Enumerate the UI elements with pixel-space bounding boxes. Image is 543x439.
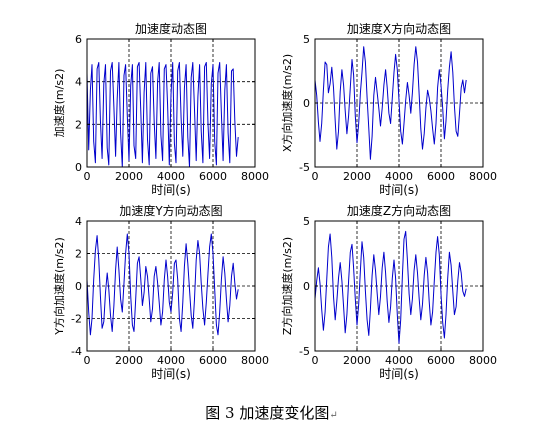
y-axis-label: X方向加速度(m/s2) <box>280 54 294 152</box>
series-line <box>314 46 467 160</box>
x-tick-label: 8000 <box>469 170 497 183</box>
x-tick-label: 6000 <box>199 354 227 367</box>
x-tick-label: 0 <box>312 170 319 183</box>
chart-title: 加速度Y方向动态图 <box>119 203 222 218</box>
y-axis-label: 加速度(m/s2) <box>52 69 66 138</box>
y-axis-label: Z方向加速度(m/s2) <box>280 237 294 335</box>
x-tick-label: 8000 <box>241 170 269 183</box>
x-tick-label: 8000 <box>469 354 497 367</box>
x-tick-label: 6000 <box>427 170 455 183</box>
y-tick-label: 4 <box>75 215 82 228</box>
series-line <box>86 62 239 168</box>
y-tick-label: 0 <box>75 161 82 174</box>
series-line <box>314 230 467 344</box>
accel-x-chart: 0 2000 4000 6000 8000-505加速度X方向动态图时间(s)X方向加速… <box>280 21 497 197</box>
x-axis-label: 时间(s) <box>379 367 419 381</box>
x-axis-label: 时间(s) <box>379 183 419 197</box>
x-tick-label: 0 <box>84 170 91 183</box>
y-tick-label: 0 <box>303 97 310 110</box>
x-tick-label: 4000 <box>157 170 185 183</box>
y-tick-label: 5 <box>303 33 310 46</box>
y-tick-label: -4 <box>71 345 82 358</box>
chart-title: 加速度动态图 <box>135 21 207 36</box>
y-tick-label: 4 <box>75 76 82 89</box>
y-tick-label: -5 <box>299 161 310 174</box>
y-tick-label: 2 <box>75 248 82 261</box>
series-line <box>86 233 239 336</box>
x-tick-label: 0 <box>84 354 91 367</box>
x-tick-label: 8000 <box>241 354 269 367</box>
y-tick-label: -5 <box>299 345 310 358</box>
x-tick-label: 2000 <box>343 170 371 183</box>
figure-caption: 图 3 加速度变化图↵ <box>0 402 543 423</box>
x-tick-label: 4000 <box>385 354 413 367</box>
x-tick-label: 6000 <box>199 170 227 183</box>
x-tick-label: 4000 <box>157 354 185 367</box>
y-tick-label: 5 <box>303 215 310 228</box>
figure-caption-text: 图 3 加速度变化图 <box>205 404 330 422</box>
y-tick-label: 0 <box>75 280 82 293</box>
x-tick-label: 2000 <box>343 354 371 367</box>
x-tick-label: 0 <box>312 354 319 367</box>
accel-z-chart: 0 2000 4000 6000 8000-505加速度Z方向动态图时间(s)Z方向加速… <box>280 203 497 381</box>
x-axis-label: 时间(s) <box>151 367 191 381</box>
chart-title: 加速度Z方向动态图 <box>347 203 451 218</box>
y-tick-label: -2 <box>71 313 82 326</box>
chart-title: 加速度X方向动态图 <box>347 21 451 36</box>
y-tick-label: 6 <box>75 33 82 46</box>
x-tick-label: 4000 <box>385 170 413 183</box>
x-tick-label: 2000 <box>115 354 143 367</box>
x-axis-label: 时间(s) <box>151 183 191 197</box>
x-tick-label: 2000 <box>115 170 143 183</box>
x-tick-label: 6000 <box>427 354 455 367</box>
paragraph-return-mark: ↵ <box>329 410 338 421</box>
y-tick-label: 0 <box>303 280 310 293</box>
y-tick-label: 2 <box>75 118 82 131</box>
y-axis-label: Y方向加速度(m/s2) <box>52 237 66 335</box>
